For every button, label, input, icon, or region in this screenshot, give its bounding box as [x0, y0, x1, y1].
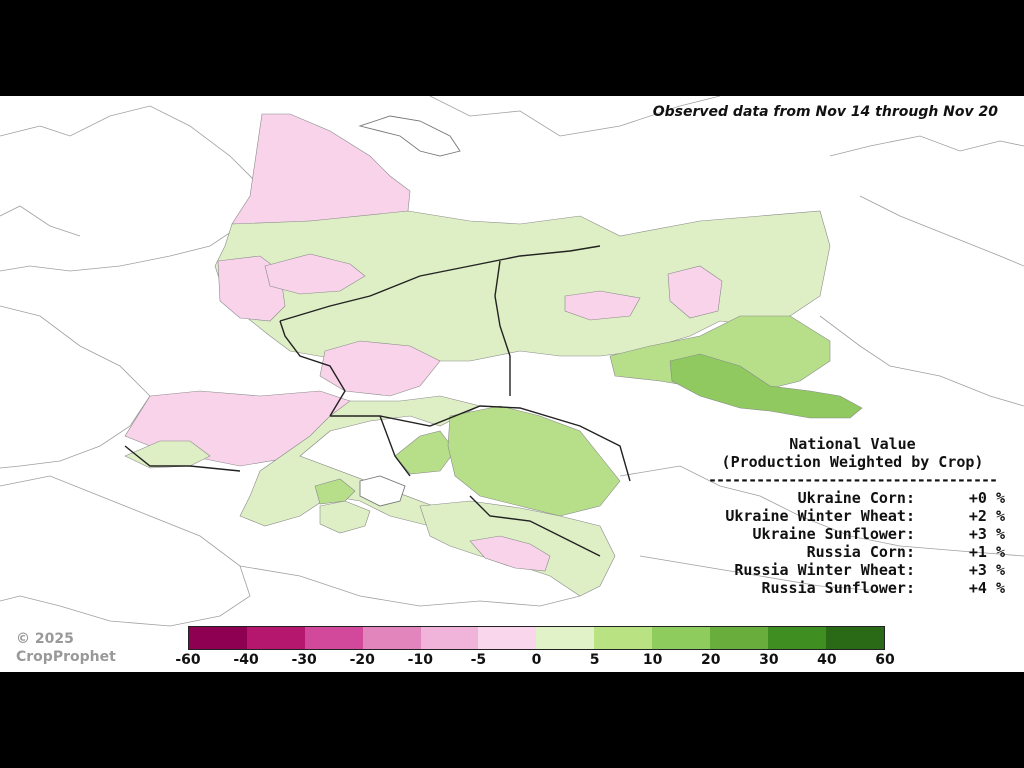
- national-value-label: Russia Corn:: [806, 543, 915, 561]
- colorbar-segment: [420, 627, 479, 649]
- national-value-label: Ukraine Sunflower:: [752, 525, 915, 543]
- national-value-panel: National Value (Production Weighted by C…: [700, 435, 1005, 597]
- colorbar-segment: [304, 627, 363, 649]
- colorbar-tick-label: 5: [589, 652, 600, 668]
- region-neg-c: [667, 265, 723, 319]
- national-value-number: +3 %: [968, 561, 1005, 579]
- colorbar-tick-label: 10: [642, 652, 663, 668]
- national-value-row: Ukraine Corn: +0 %: [700, 489, 1005, 507]
- background-outlines: [0, 96, 1024, 627]
- colorbar-segment: [594, 627, 653, 649]
- region-volga-strong: [669, 353, 863, 419]
- national-value-divider: ------------------------------------: [707, 471, 998, 489]
- country-borders: [124, 245, 631, 557]
- region-crimea-pos: [319, 500, 371, 534]
- national-value-number: +1 %: [968, 543, 1005, 561]
- national-value-title: National Value: [789, 435, 916, 453]
- national-value-number: +4 %: [968, 579, 1005, 597]
- national-value-label: Russia Winter Wheat:: [734, 561, 915, 579]
- national-value-row: Russia Sunflower: +4 %: [700, 579, 1005, 597]
- region-ukraine-west-pos: [124, 440, 211, 469]
- national-value-number: +2 %: [968, 507, 1005, 525]
- national-value-row: Russia Winter Wheat: +3 %: [700, 561, 1005, 579]
- region-central-north-pos: [214, 210, 831, 362]
- colorbar-tick-label: 30: [759, 652, 779, 668]
- colorbar-segment: [362, 627, 421, 649]
- sea-outlines: [358, 115, 461, 507]
- colorbar-segment: [825, 627, 884, 649]
- national-value-number: +0 %: [968, 489, 1005, 507]
- copyright-brand: CropProphet: [16, 649, 116, 665]
- national-value-subtitle: (Production Weighted by Crop): [721, 453, 984, 471]
- national-value-row: Russia Corn: +1 %: [700, 543, 1005, 561]
- region-shapes: [124, 113, 863, 597]
- white-sea: [358, 115, 461, 157]
- colorbar: [188, 626, 885, 650]
- region-russia-south-mid: [447, 405, 621, 517]
- national-value-row: Ukraine Winter Wheat: +2 %: [700, 507, 1005, 525]
- colorbar-tick-label: -60: [175, 652, 201, 668]
- anomaly-map: [0, 96, 1024, 627]
- colorbar-ticks: -60 -40 -30 -20 -10 -5 0 5 10 20 30 40 60: [175, 652, 894, 672]
- colorbar-tick-label: -40: [233, 652, 259, 668]
- colorbar-tick-label: -30: [291, 652, 317, 668]
- colorbar-segment: [246, 627, 305, 649]
- region-volga-mid: [609, 315, 831, 392]
- region-neg-a: [264, 253, 366, 295]
- national-value-rows: Ukraine Corn: +0 % Ukraine Winter Wheat: +2…: [700, 489, 1005, 597]
- colorbar-segment: [710, 627, 768, 649]
- region-crimea-mid: [314, 478, 356, 505]
- national-value-number: +3 %: [968, 525, 1005, 543]
- national-value-label: Ukraine Winter Wheat:: [725, 507, 915, 525]
- colorbar-segment: [536, 627, 595, 649]
- colorbar-tick-label: -5: [470, 652, 487, 668]
- colorbar-tick-label: 40: [817, 652, 837, 668]
- national-value-label: Russia Sunflower:: [761, 579, 915, 597]
- observed-caption: Observed data from Nov 14 through Nov 20: [652, 104, 998, 120]
- colorbar-tick-label: 0: [531, 652, 542, 668]
- colorbar-tick-label: 60: [875, 652, 895, 668]
- national-value-row: Ukraine Sunflower: +3 %: [700, 525, 1005, 543]
- colorbar-segment: [652, 627, 711, 649]
- region-central-west-neg: [319, 340, 441, 397]
- region-ukraine-pos: [239, 395, 481, 527]
- azov-sea: [359, 475, 406, 507]
- map-frame: Observed data from Nov 14 through Nov 20…: [0, 96, 1024, 672]
- colorbar-tick-label: 20: [701, 652, 721, 668]
- colorbar-segment: [189, 627, 247, 649]
- colorbar-segment: [767, 627, 826, 649]
- colorbar-tick-label: -20: [349, 652, 375, 668]
- region-neg-b: [564, 290, 641, 321]
- national-value-label: Ukraine Corn:: [797, 489, 915, 507]
- colorbar-segment: [478, 627, 537, 649]
- copyright-year: © 2025: [16, 631, 74, 647]
- colorbar-tick-label: -10: [407, 652, 433, 668]
- region-caucasus-neg: [469, 535, 551, 572]
- copyright-notice: © 2025 CropProphet: [16, 630, 116, 666]
